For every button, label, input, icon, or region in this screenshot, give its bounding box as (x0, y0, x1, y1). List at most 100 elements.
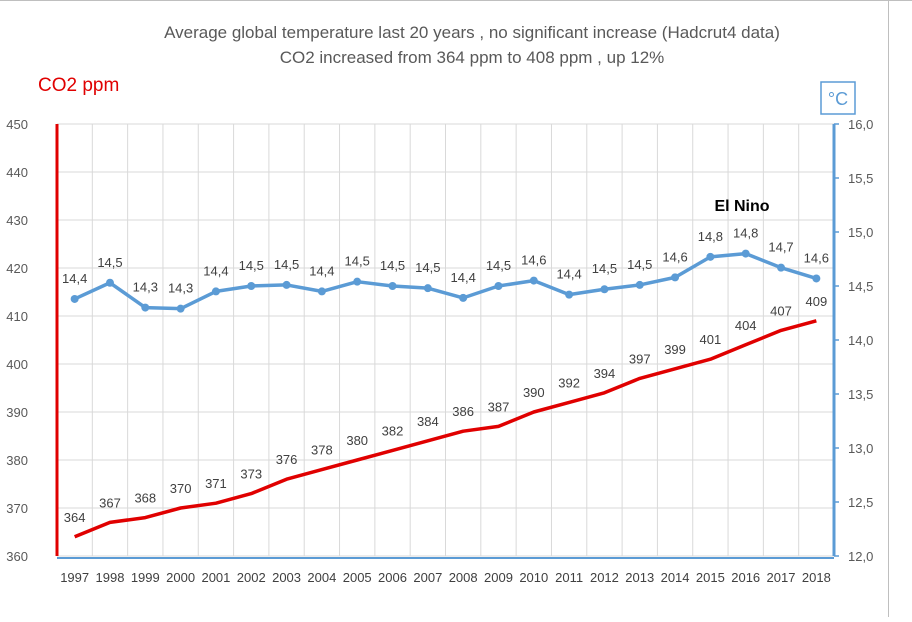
co2-data-label: 371 (205, 476, 227, 491)
co2-data-label: 367 (99, 495, 121, 510)
temperature-point (459, 293, 468, 302)
x-tick-label: 1999 (131, 570, 160, 585)
temperature-data-label: 14,5 (274, 257, 299, 272)
right-tick-label: 14,5 (848, 279, 873, 294)
left-tick-label: 410 (6, 309, 28, 324)
left-tick-label: 430 (6, 213, 28, 228)
temperature-point (105, 278, 114, 287)
left-tick-label: 420 (6, 261, 28, 276)
temperature-point (812, 274, 821, 283)
co2-data-label: 370 (170, 481, 192, 496)
x-tick-label: 2007 (413, 570, 442, 585)
x-tick-label: 2005 (343, 570, 372, 585)
co2-data-label: 386 (452, 404, 474, 419)
right-tick-label: 12,0 (848, 549, 873, 564)
temperature-data-label: 14,8 (733, 226, 758, 241)
co2-data-label: 409 (805, 294, 827, 309)
temperature-series-line (73, 251, 817, 311)
co2-data-label: 364 (64, 510, 86, 525)
x-tick-label: 2016 (731, 570, 760, 585)
temperature-data-label: 14,5 (380, 258, 405, 273)
left-axis-title: CO2 ppm (38, 75, 119, 96)
temperature-point (423, 284, 432, 293)
left-tick-label: 440 (6, 165, 28, 180)
temperature-point (706, 252, 715, 261)
right-tick-label: 13,5 (848, 387, 873, 402)
right-tick-label: 15,5 (848, 171, 873, 186)
x-tick-label: 2015 (696, 570, 725, 585)
temperature-point (600, 285, 609, 294)
right-tick-label: 15,0 (848, 225, 873, 240)
temperature-point (741, 249, 750, 258)
annotation-el-nino: El Nino (714, 198, 769, 215)
temperature-data-label: 14,5 (345, 254, 370, 269)
temperature-data-label: 14,4 (451, 270, 476, 285)
x-tick-label: 2012 (590, 570, 619, 585)
temperature-data-label: 14,4 (62, 271, 87, 286)
temperature-point (141, 303, 150, 312)
x-tick-label: 2011 (555, 570, 583, 585)
co2-data-label: 368 (134, 491, 156, 506)
co2-series-line (73, 319, 817, 539)
x-tick-label: 2017 (767, 570, 796, 585)
temperature-data-label: 14,5 (415, 260, 440, 275)
left-tick-label: 450 (6, 117, 28, 132)
temperature-point (247, 282, 256, 290)
chart-subtitle: CO2 increased from 364 ppm to 408 ppm , … (280, 48, 665, 67)
temperature-point (211, 287, 220, 296)
right-tick-label: 14,0 (848, 333, 873, 348)
temperature-point (70, 294, 79, 303)
temperature-data-label: 14,3 (133, 280, 158, 295)
x-tick-label: 1998 (96, 570, 125, 585)
co2-data-label: 382 (382, 423, 404, 438)
temperature-data-label: 14,7 (768, 240, 793, 255)
co2-data-label: 397 (629, 351, 651, 366)
x-tick-label: 2008 (449, 570, 478, 585)
temperature-point (565, 290, 574, 299)
temperature-point (529, 276, 538, 285)
temperature-data-label: 14,6 (804, 250, 829, 265)
x-tick-label: 2010 (519, 570, 548, 585)
temperature-data-label: 14,4 (309, 263, 334, 278)
temperature-point (388, 282, 397, 290)
co2-data-label: 373 (240, 467, 262, 482)
x-tick-label: 2006 (378, 570, 407, 585)
right-tick-label: 12,5 (848, 495, 873, 510)
co2-data-label: 376 (276, 452, 298, 467)
co2-data-label: 399 (664, 342, 686, 357)
temperature-data-label: 14,4 (556, 267, 581, 282)
co2-data-label: 407 (770, 303, 792, 318)
temperature-data-label: 14,5 (97, 255, 122, 270)
x-tick-label: 1997 (60, 570, 89, 585)
co2-data-label: 384 (417, 414, 439, 429)
x-tick-label: 2014 (661, 570, 690, 585)
temperature-point (635, 280, 644, 289)
temperature-point (176, 304, 185, 313)
co2-data-label: 380 (346, 433, 368, 448)
temperature-data-label: 14,3 (168, 281, 193, 296)
left-tick-label: 380 (6, 453, 28, 468)
left-tick-label: 370 (6, 501, 28, 516)
x-tick-label: 2000 (166, 570, 195, 585)
right-tick-label: 13,0 (848, 441, 873, 456)
right-axis-title: °C (828, 89, 848, 109)
co2-data-label: 394 (594, 366, 616, 381)
temperature-point (494, 282, 503, 290)
x-tick-label: 2018 (802, 570, 831, 585)
temperature-data-label: 14,5 (486, 258, 511, 273)
left-tick-label: 360 (6, 549, 28, 564)
temperature-point (671, 273, 680, 282)
co2-data-label: 392 (558, 375, 580, 390)
x-tick-label: 2004 (307, 570, 336, 585)
temperature-point (353, 277, 362, 286)
x-tick-label: 2002 (237, 570, 266, 585)
temperature-data-label: 14,4 (203, 263, 228, 278)
x-tick-label: 2013 (625, 570, 654, 585)
x-tick-label: 2009 (484, 570, 513, 585)
temperature-data-label: 14,6 (662, 249, 687, 264)
right-tick-label: 16,0 (848, 117, 873, 132)
co2-data-label: 390 (523, 385, 545, 400)
co2-data-label: 378 (311, 443, 333, 458)
